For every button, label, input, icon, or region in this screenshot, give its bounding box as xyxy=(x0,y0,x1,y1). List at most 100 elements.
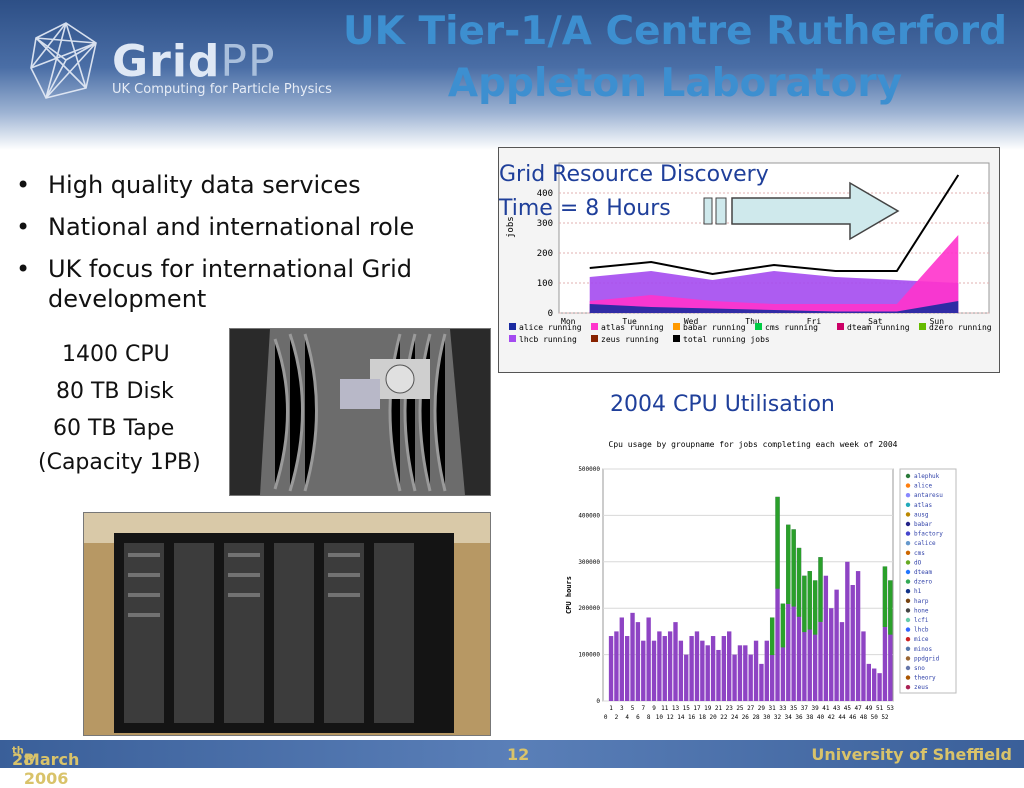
discovery-annotation: Grid Resource Discovery Time = 8 Hours xyxy=(499,158,769,226)
bar xyxy=(882,566,888,701)
x-tick-label: 39 xyxy=(812,705,820,712)
bar xyxy=(829,608,834,701)
logo-subtitle: UK Computing for Particle Physics xyxy=(112,82,332,97)
legend-label: bfactory xyxy=(914,531,943,538)
gridpp-logo-icon xyxy=(30,22,97,99)
bar xyxy=(796,547,802,701)
bar-segment xyxy=(796,547,802,617)
legend-marker xyxy=(905,579,911,584)
y-tick-label: 300000 xyxy=(578,559,600,566)
legend-label: babar xyxy=(914,521,932,528)
bar xyxy=(812,580,818,701)
x-tick-label: 0 xyxy=(604,714,608,721)
y-tick-label: 400 xyxy=(537,189,553,199)
x-tick-label: Sun xyxy=(930,317,945,326)
bar xyxy=(823,575,829,701)
legend-label: dzero xyxy=(914,579,932,586)
spec-disk: 80 TB Disk xyxy=(56,379,174,404)
cpu-usage-chart: Cpu usage by groupname for jobs completi… xyxy=(553,434,959,734)
bar xyxy=(608,636,614,701)
legend-marker xyxy=(905,589,911,594)
x-tick-label: 12 xyxy=(667,714,675,721)
bar xyxy=(646,617,651,701)
legend-label: zeus running xyxy=(601,335,659,344)
bar xyxy=(673,622,678,701)
y-tick-label: 100000 xyxy=(578,652,600,659)
legend-label: ausg xyxy=(914,511,929,518)
bar xyxy=(743,645,748,701)
legend-label: lhcb running xyxy=(519,335,577,344)
x-tick-label: 3 xyxy=(620,705,624,712)
arrow-icon xyxy=(703,181,900,241)
x-tick-label: 43 xyxy=(833,705,841,712)
bar xyxy=(635,622,641,701)
bar xyxy=(753,640,759,701)
x-tick-label: 21 xyxy=(715,705,723,712)
bar-segment xyxy=(786,524,791,605)
y-axis-label: jobs xyxy=(506,216,516,238)
x-tick-label: 33 xyxy=(779,705,787,712)
legend-marker xyxy=(905,656,911,661)
bar xyxy=(855,571,861,701)
bar xyxy=(624,636,630,701)
legend-label: total running jobs xyxy=(683,335,770,344)
legend-swatch xyxy=(919,323,926,330)
x-tick-label: 42 xyxy=(828,714,836,721)
bar xyxy=(716,649,721,701)
title-line-1: UK Tier-1/A Centre Rutherford xyxy=(343,9,1007,54)
bar xyxy=(694,631,700,701)
bar xyxy=(872,668,877,701)
bar xyxy=(861,631,866,701)
legend-label: dzero running xyxy=(929,323,992,332)
legend-label: zeus xyxy=(914,684,929,691)
chart-title: Cpu usage by groupname for jobs completi… xyxy=(609,440,898,449)
bar xyxy=(888,580,893,701)
bar xyxy=(850,585,855,701)
legend-marker xyxy=(905,541,911,546)
x-tick-label: 9 xyxy=(652,705,656,712)
x-tick-label: 45 xyxy=(844,705,852,712)
bar xyxy=(759,663,764,701)
y-tick-label: 400000 xyxy=(578,512,600,519)
spec-capacity: (Capacity 1PB) xyxy=(38,450,201,475)
y-tick-label: 200000 xyxy=(578,605,600,612)
annotation-line-1: Grid Resource Discovery xyxy=(499,162,769,187)
x-tick-label: 35 xyxy=(790,705,798,712)
footer-organization: University of Sheffield xyxy=(811,745,1012,764)
y-tick-label: 200 xyxy=(537,249,553,259)
bar xyxy=(748,654,753,701)
x-tick-label: 46 xyxy=(849,714,857,721)
legend-swatch xyxy=(837,323,844,330)
x-tick-label: 8 xyxy=(647,714,651,721)
bar xyxy=(619,617,624,701)
legend-marker xyxy=(905,627,911,632)
x-tick-label: 53 xyxy=(887,705,895,712)
legend-label: calice xyxy=(914,540,936,547)
bar xyxy=(786,524,791,701)
legend-marker xyxy=(905,483,911,488)
legend-marker xyxy=(905,560,911,565)
title-line-2: Appleton Laboratory xyxy=(447,61,903,106)
y-axis-label: CPU hours xyxy=(565,576,573,614)
x-tick-label: 15 xyxy=(683,705,691,712)
legend-label: lcfi xyxy=(914,617,929,624)
series-area xyxy=(589,301,959,313)
legend-label: cms xyxy=(914,550,925,557)
legend-label: mice xyxy=(914,636,929,643)
bar-segment xyxy=(807,571,812,630)
legend-label: alephuk xyxy=(914,473,940,480)
x-tick-label: 36 xyxy=(795,714,803,721)
x-tick-label: 44 xyxy=(838,714,846,721)
legend-swatch xyxy=(509,335,516,342)
y-tick-label: 100 xyxy=(537,279,553,289)
bar xyxy=(775,496,780,701)
chart-caption: 2004 CPU Utilisation xyxy=(610,392,835,417)
bar xyxy=(657,631,662,701)
footer-page-number: 12 xyxy=(507,745,530,764)
header-banner: GridPP UK Computing for Particle Physics… xyxy=(0,0,1024,150)
x-tick-label: 19 xyxy=(704,705,712,712)
x-tick-label: 29 xyxy=(758,705,766,712)
bar-segment xyxy=(812,580,818,635)
bar xyxy=(818,557,823,701)
